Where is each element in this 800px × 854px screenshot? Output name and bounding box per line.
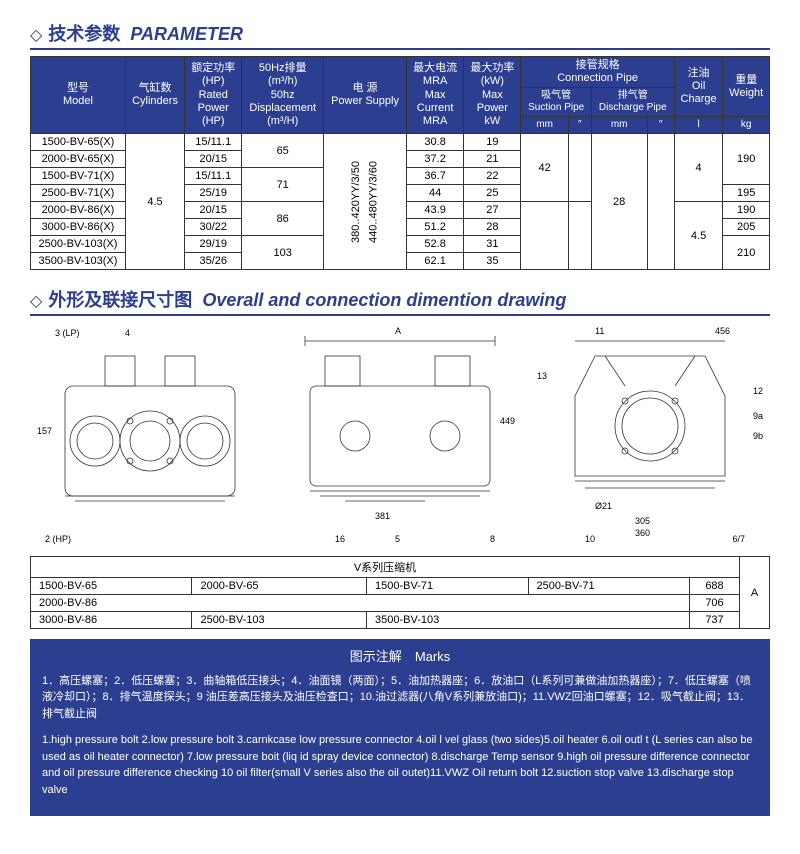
col-inch: ″ — [568, 117, 591, 134]
parameter-title-en: PARAMETER — [130, 24, 243, 45]
col-cylinders: 气缸数Cylinders — [125, 57, 184, 134]
table-row: 1500-BV-652000-BV-651500-BV-712500-BV-71… — [31, 578, 770, 595]
marks-en: 1.high pressure bolt 2.low pressure bolt… — [42, 732, 758, 798]
col-power-supply: 电 源Power Supply — [324, 57, 407, 134]
marks-cn: 1．高压螺塞；2．低压螺塞；3．曲轴箱低压接头；4．油面镜（两面）；5．油加热器… — [42, 673, 758, 723]
table-row: 3000-BV-862500-BV-1033500-BV-103737 — [31, 612, 770, 629]
parameter-title-cn: 技术参数 — [48, 20, 120, 46]
col-oil: 注油OilCharge — [674, 57, 723, 117]
col-pipe: 接管规格Connection Pipe — [521, 57, 674, 88]
parameter-table: 型号Model 气缸数Cylinders 额定功率(HP)RatedPower(… — [30, 56, 770, 270]
col-inch: ″ — [647, 117, 674, 134]
parameter-header: ◇ 技术参数 PARAMETER — [30, 20, 770, 50]
col-oil-unit: l — [674, 117, 723, 134]
col-wt-unit: kg — [723, 117, 770, 134]
dimension-title-cn: 外形及联接尺寸图 — [48, 286, 192, 312]
diamond-icon: ◇ — [30, 25, 42, 45]
dimension-table: V系列压缩机A 1500-BV-652000-BV-651500-BV-7125… — [30, 556, 770, 629]
table-row: 1500-BV-65(X) 4.5 15/11.1 65 380..420YY/… — [31, 134, 770, 151]
col-model: 型号Model — [31, 57, 126, 134]
side-view: A 449 381 16 5 8 — [285, 326, 515, 546]
end-view: 11 456 12 9a 9b 13 Ø21 305 360 10 6/7 — [535, 326, 765, 546]
table-row: 2000-BV-86706 — [31, 595, 770, 612]
col-mm: mm — [521, 117, 568, 134]
front-view: 3 (LP) 4 2 (HP) 157 — [35, 326, 265, 546]
col-mm: mm — [591, 117, 647, 134]
technical-drawings: 3 (LP) 4 2 (HP) 157 A 449 381 16 5 8 — [30, 326, 770, 546]
dimension-title-en: Overall and connection dimention drawing — [202, 290, 566, 311]
col-rated-power: 额定功率(HP)RatedPower(HP) — [185, 57, 242, 134]
dimension-header: ◇ 外形及联接尺寸图 Overall and connection diment… — [30, 286, 770, 316]
col-mra: 最大电流MRAMaxCurrentMRA — [407, 57, 464, 134]
col-max-power: 最大功率(kW)MaxPowerkW — [464, 57, 521, 134]
col-weight: 重量Weight — [723, 57, 770, 117]
col-discharge: 排气管Discharge Pipe — [591, 88, 674, 117]
col-displacement: 50Hz排量(m³/h)50hzDisplacement(m³/H) — [242, 57, 324, 134]
diamond-icon: ◇ — [30, 291, 42, 311]
col-suction: 吸气管Suction Pipe — [521, 88, 591, 117]
marks-legend: 图示注解 Marks 1．高压螺塞；2．低压螺塞；3．曲轴箱低压接头；4．油面镜… — [30, 639, 770, 816]
